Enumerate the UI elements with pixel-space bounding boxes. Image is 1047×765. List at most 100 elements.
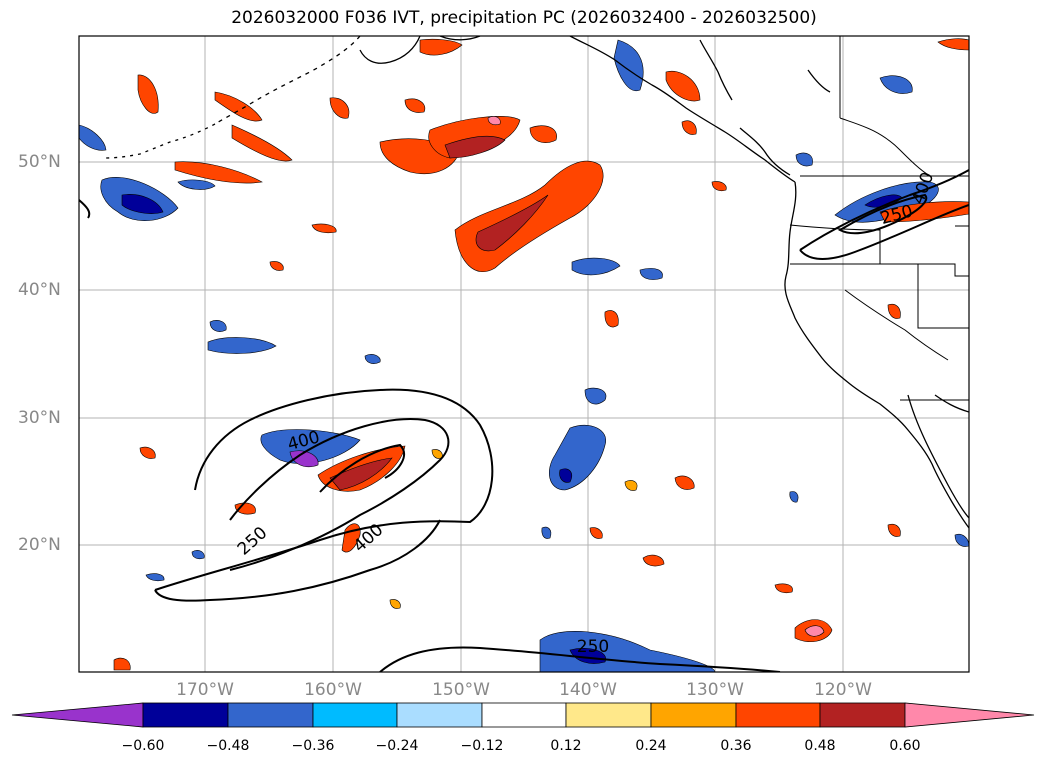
- bc-coast-fragment: [807, 69, 831, 93]
- aleutian-west: [104, 123, 216, 159]
- anomaly-pos-33: [624, 480, 638, 491]
- lat-label-20n: 20°N: [18, 535, 61, 555]
- map-frame: [78, 35, 970, 673]
- oregon-california-border: [790, 263, 969, 277]
- anomaly-pos-23: [665, 70, 701, 102]
- ivt-contour-400-a: [229, 418, 450, 571]
- anomaly-pos-16: [139, 446, 156, 459]
- lon-label-160w: 160°W: [304, 680, 362, 700]
- positive-anomaly-patches: [113, 38, 969, 671]
- colorbar-tick-label: 0.60: [889, 738, 921, 754]
- anomaly-pos-25: [711, 181, 727, 192]
- baja-california: [907, 394, 969, 519]
- ivt-contour-250-a-south: [154, 519, 441, 602]
- anomaly-neg-1-core: [121, 194, 164, 214]
- lon-label-120w: 120°W: [814, 680, 872, 700]
- anomaly-neg-11: [639, 268, 663, 280]
- colorbar-tick-label: −0.12: [460, 738, 504, 754]
- anomaly-pos-1-core: [475, 194, 549, 252]
- anomaly-neg-12-core: [569, 648, 607, 664]
- anomaly-pos-12: [311, 223, 337, 234]
- colorbar-bin-1: [142, 702, 229, 728]
- lat-label-40n: 40°N: [18, 280, 61, 300]
- anomaly-pos-4: [529, 125, 557, 143]
- alaska-panhandle-coast: [569, 36, 796, 183]
- anomaly-pos-5: [214, 91, 263, 122]
- anomaly-pos-21-peak: [804, 625, 825, 637]
- anomaly-neg-17: [191, 550, 205, 560]
- colorbar-tick-label: −0.24: [375, 738, 419, 754]
- colorbar-bin-5: [481, 702, 567, 728]
- anomaly-pos-27: [937, 38, 969, 51]
- anomaly-pos-3-peak: [487, 116, 501, 126]
- anomaly-neg-2: [177, 179, 216, 190]
- anomaly-pos-22: [113, 657, 131, 671]
- washington-oregon-border: [789, 224, 881, 264]
- colorbar-tick-label: −0.60: [121, 738, 165, 754]
- anomaly-neg-9: [584, 387, 607, 405]
- colorbar-bin-2: [227, 702, 314, 728]
- lat-label-50n: 50°N: [18, 152, 61, 172]
- colorbar-bin-9: [819, 702, 906, 728]
- colorbar-bin-4: [396, 702, 483, 728]
- anomaly-pos-11: [404, 98, 426, 113]
- colorbar: [11, 702, 1035, 728]
- lon-label-130w: 130°W: [686, 680, 744, 700]
- graticule: [79, 36, 969, 672]
- bc-islands: [739, 127, 791, 176]
- anomaly-pos-18: [674, 475, 695, 490]
- contour-label-250-south: 250: [577, 637, 609, 657]
- anomaly-pos-7: [137, 74, 159, 114]
- colorbar-tick-label: 0.12: [550, 738, 582, 754]
- lon-label-150w: 150°W: [432, 680, 490, 700]
- anomaly-pos-29: [887, 523, 901, 537]
- map-background: [79, 36, 969, 672]
- colorbar-tick-label: −0.36: [291, 738, 335, 754]
- bc-border: [839, 117, 931, 177]
- colorbar-tick-label: 0.24: [635, 738, 667, 754]
- ivt-contour-edge: [79, 199, 91, 219]
- figure-title: 2026032000 F036 IVT, precipitation PC (2…: [231, 8, 817, 28]
- anomaly-pos-32: [389, 599, 401, 609]
- colorbar-extend-low: [11, 702, 144, 728]
- aleutian-chain: [214, 36, 361, 125]
- anomaly-pos-17: [604, 310, 619, 328]
- ivt-contour-400-c: [837, 193, 928, 235]
- colorbar-tick-label: 0.48: [804, 738, 836, 754]
- anomaly-pos-8: [174, 161, 263, 184]
- colorbar-bin-6: [565, 702, 652, 728]
- anomaly-pos-20: [774, 583, 793, 594]
- anomaly-neg-19: [541, 526, 552, 539]
- colorbar-tick-label: 0.36: [720, 738, 752, 754]
- anomaly-neg-6: [364, 354, 381, 364]
- anomaly-pos-19: [642, 554, 665, 567]
- anomaly-pos-10: [419, 38, 463, 56]
- negative-anomaly-patches: [79, 39, 969, 672]
- colorbar-tick-label: −0.48: [206, 738, 250, 754]
- colorbar-bin-7: [650, 702, 737, 728]
- anomaly-neg-20: [789, 491, 799, 503]
- colorbar-extend-high: [904, 702, 1035, 728]
- anomaly-pos-13-core: [329, 457, 393, 491]
- anomaly-neg-13: [613, 39, 644, 92]
- colorbar-bin-3: [312, 702, 398, 728]
- anomaly-neg-18: [145, 573, 165, 582]
- coastlines: [104, 36, 969, 529]
- california-nevada-border: [844, 289, 949, 361]
- anomaly-pos-6: [231, 124, 293, 162]
- anomaly-neg-14: [879, 75, 913, 94]
- anomaly-neg-8-core: [559, 468, 572, 483]
- ivt-contour-400-a-inner: [319, 443, 405, 493]
- anomaly-pos-28: [887, 303, 901, 319]
- anomaly-neg-16: [795, 152, 813, 167]
- colorbar-bin-8: [735, 702, 821, 728]
- anomaly-neg-5: [209, 320, 227, 332]
- panhandle-islands: [699, 39, 733, 101]
- anomaly-neg-3: [79, 124, 107, 151]
- ivt-contour-250-b: [379, 646, 781, 672]
- lon-label-170w: 170°W: [176, 680, 234, 700]
- anomaly-pos-24: [681, 120, 697, 135]
- nevada-border: [917, 264, 969, 329]
- anomaly-neg-7: [260, 429, 361, 464]
